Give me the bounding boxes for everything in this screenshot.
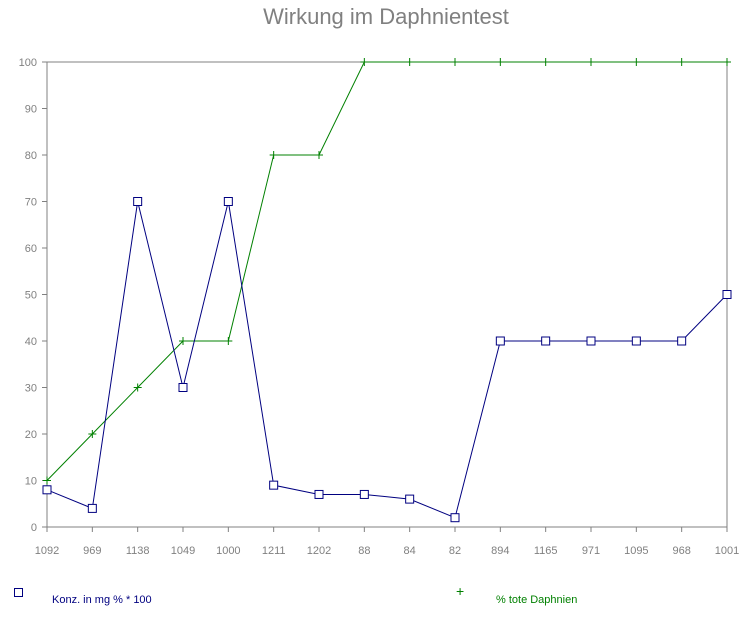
x-tick-label: 971 xyxy=(582,545,600,557)
series-line xyxy=(46,201,728,519)
plus-marker-icon: + xyxy=(456,583,465,599)
data-point-square xyxy=(541,336,551,346)
data-point-plus xyxy=(269,151,278,159)
y-tick-label: 90 xyxy=(25,104,37,116)
data-point-plus xyxy=(133,383,142,392)
y-axis-ticks: 0 10 20 30 40 50 60 70 80 90 100 xyxy=(19,57,47,534)
x-axis-ticks: 1092 969 1138 1049 1000 1211 1202 88 84 82 894 1165… xyxy=(35,527,739,557)
data-point-square xyxy=(631,336,641,346)
data-point-square xyxy=(223,197,233,206)
data-point-plus xyxy=(496,58,505,66)
series-line xyxy=(46,61,727,481)
y-tick-label: 40 xyxy=(25,336,37,348)
x-tick-label: 1138 xyxy=(126,545,150,557)
data-point-square xyxy=(133,197,143,206)
data-point-square xyxy=(722,290,732,299)
chart-axes xyxy=(46,61,728,528)
x-tick-label: 82 xyxy=(449,545,461,557)
data-point-square xyxy=(450,513,460,523)
data-point-plus xyxy=(88,430,97,438)
y-tick-label: 30 xyxy=(25,383,37,395)
x-tick-label: 1000 xyxy=(216,545,240,557)
x-tick-label: 969 xyxy=(83,545,101,557)
x-tick-label: 1202 xyxy=(307,545,331,557)
y-tick-label: 80 xyxy=(25,150,37,162)
y-tick-label: 60 xyxy=(25,243,37,255)
data-point-square xyxy=(42,485,52,495)
data-point-plus xyxy=(632,58,641,66)
data-point-plus xyxy=(451,58,459,66)
x-tick-label: 84 xyxy=(404,545,416,557)
y-tick-label: 70 xyxy=(25,197,37,209)
data-point-square xyxy=(269,480,279,490)
data-point-square xyxy=(314,489,324,499)
data-point-square xyxy=(495,336,505,346)
x-tick-label: 88 xyxy=(358,545,370,557)
x-tick-label: 1095 xyxy=(624,545,648,557)
x-tick-label: 1092 xyxy=(35,545,59,557)
data-point-plus xyxy=(315,151,323,159)
series-square xyxy=(42,197,732,523)
x-tick-label: 1049 xyxy=(171,545,195,557)
data-point-square xyxy=(87,503,97,513)
data-point-plus xyxy=(360,58,369,66)
data-point-plus xyxy=(723,58,731,66)
y-tick-label: 20 xyxy=(25,429,37,441)
legend-label-concentration: Konz. in mg % * 100 xyxy=(52,594,152,606)
data-point-plus xyxy=(677,58,686,66)
y-tick-label: 0 xyxy=(31,522,37,534)
x-tick-label: 1165 xyxy=(534,545,558,557)
data-point-plus xyxy=(224,337,233,345)
data-point-plus xyxy=(405,58,414,66)
data-point-square xyxy=(405,494,415,504)
series-plus xyxy=(43,58,731,485)
x-tick-label: 1001 xyxy=(715,545,739,557)
legend-label-dead-daphnia: % tote Daphnien xyxy=(496,594,578,606)
data-point-plus xyxy=(179,337,187,345)
data-point-square xyxy=(677,336,687,346)
data-point-plus xyxy=(587,58,595,66)
data-point-square xyxy=(586,336,596,346)
square-marker-icon xyxy=(14,588,23,597)
data-point-square xyxy=(178,383,188,392)
x-tick-label: 1211 xyxy=(262,545,286,557)
chart-title: Wirkung im Daphnientest xyxy=(263,4,509,29)
x-tick-label: 968 xyxy=(672,545,690,557)
data-point-plus xyxy=(43,476,51,485)
x-tick-label: 894 xyxy=(491,545,509,557)
data-point-plus xyxy=(541,58,550,66)
series-layer xyxy=(42,58,732,523)
y-tick-label: 100 xyxy=(19,57,37,69)
data-point-square xyxy=(359,489,369,499)
y-tick-label: 10 xyxy=(25,476,37,488)
y-tick-label: 50 xyxy=(25,290,37,302)
